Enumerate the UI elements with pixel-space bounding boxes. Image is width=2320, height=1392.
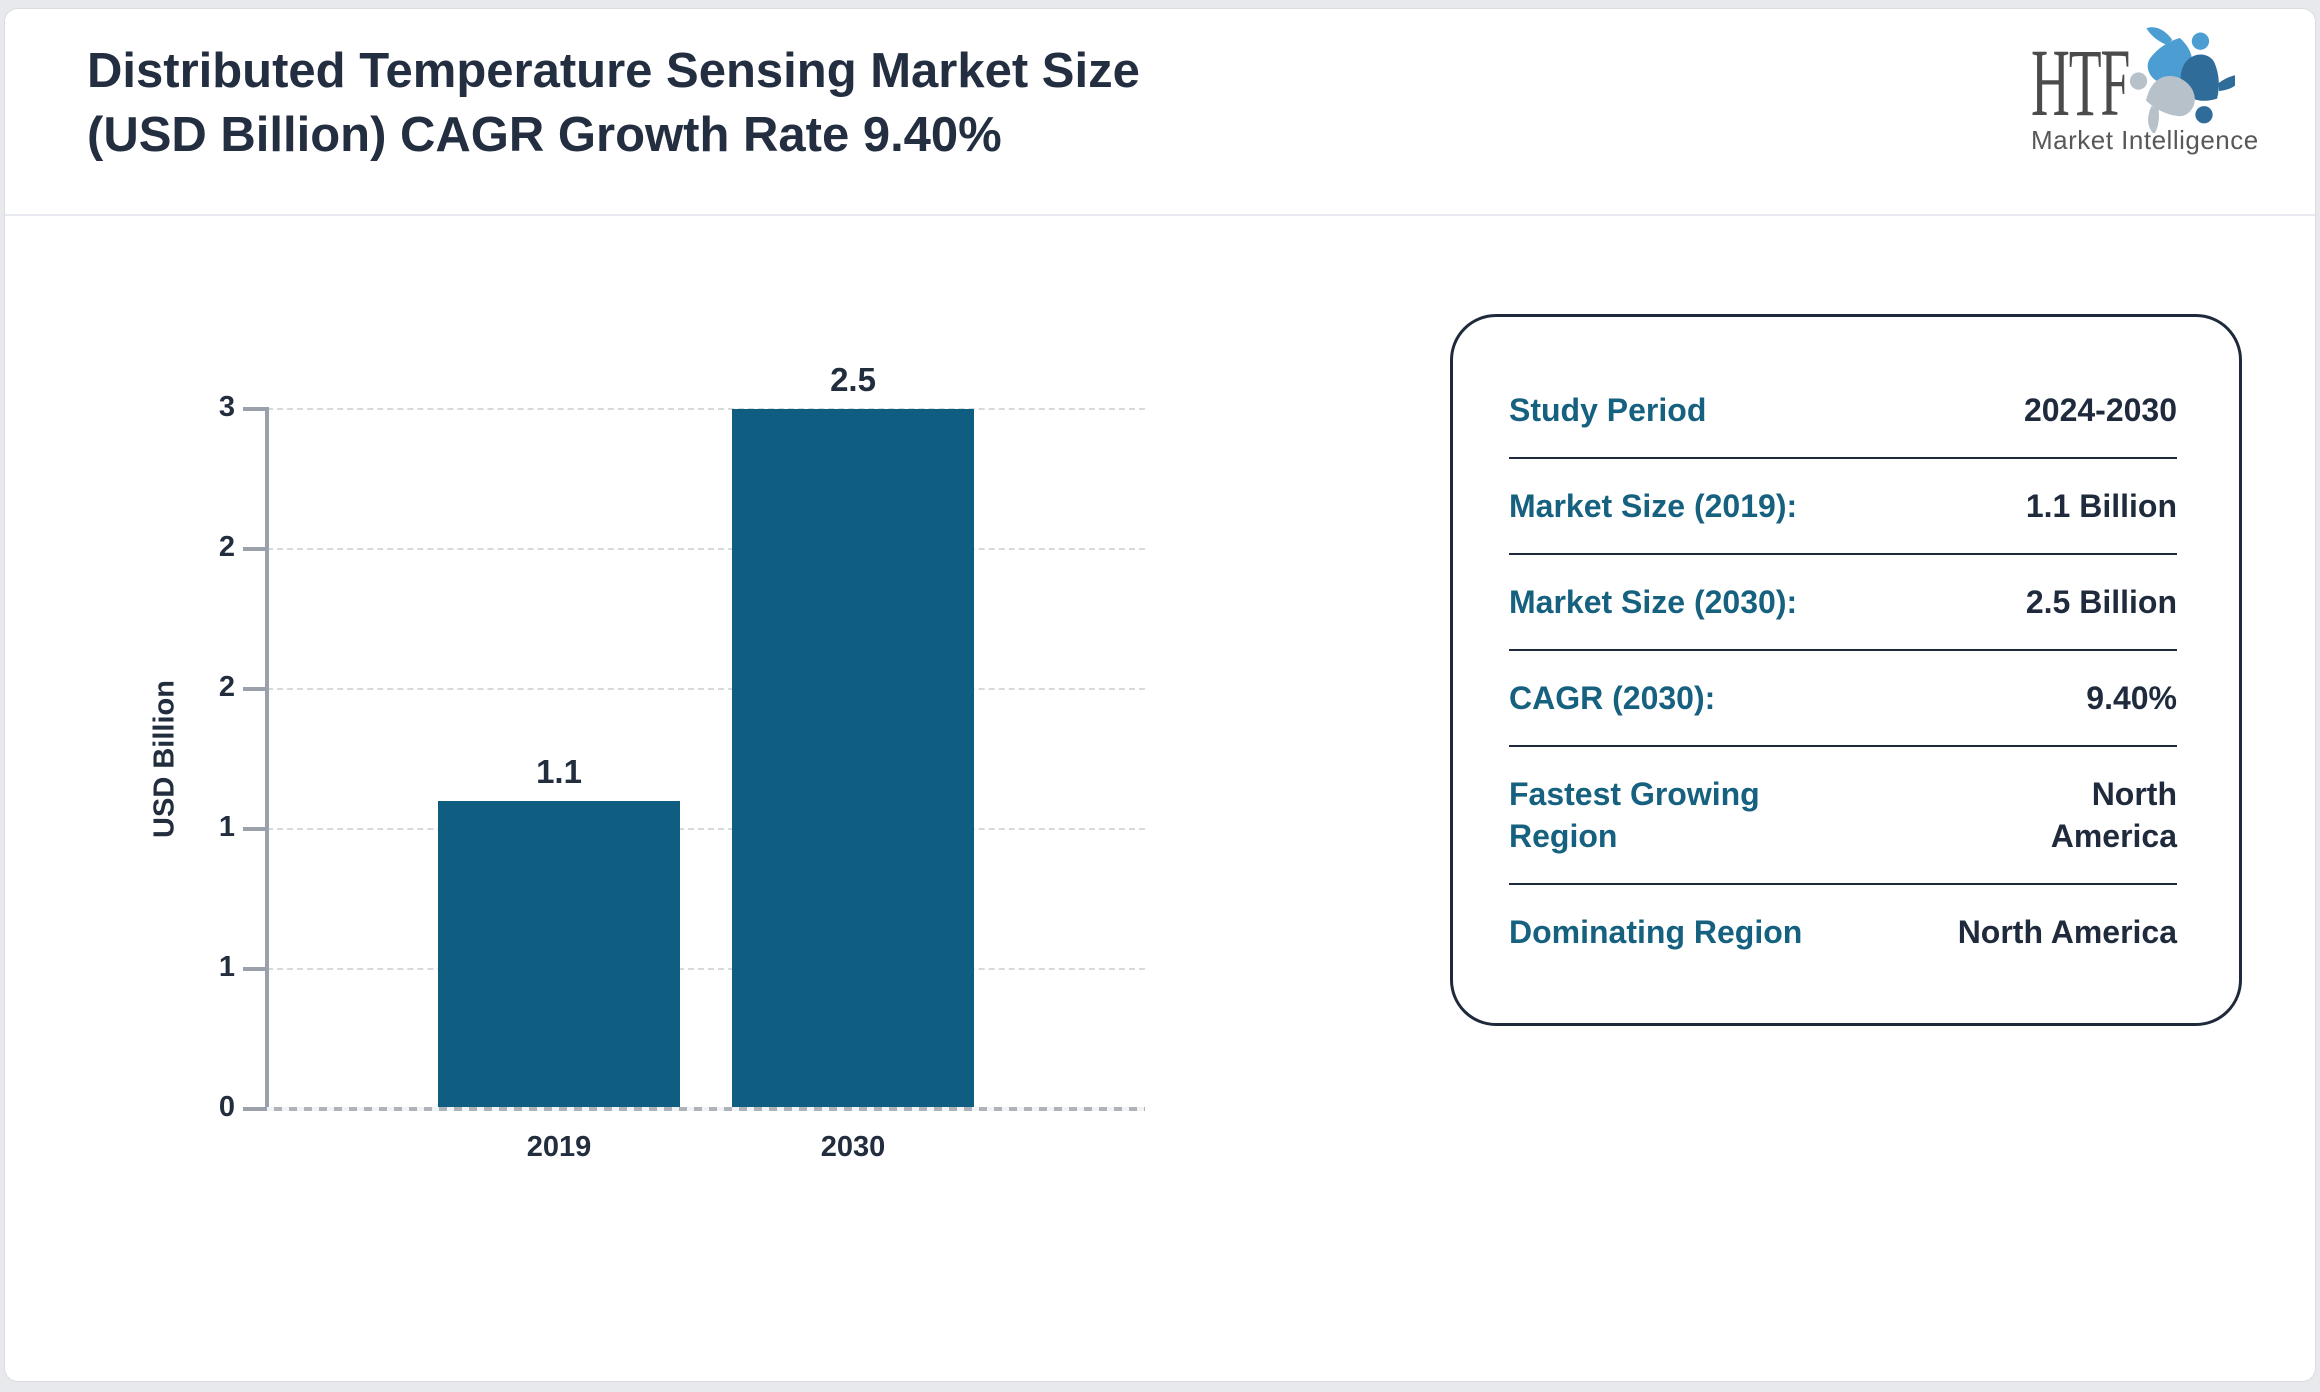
y-axis-line: [265, 407, 269, 1111]
x-tick-label: 2019: [526, 1131, 592, 1163]
info-label: Market Size (2019):: [1509, 488, 1798, 524]
infographic-card: Distributed Temperature Sensing Market S…: [4, 8, 2316, 1382]
header: Distributed Temperature Sensing Market S…: [5, 9, 2315, 216]
info-row-cagr: CAGR (2030): 9.40%: [1509, 651, 2177, 747]
y-axis-tick: [243, 547, 267, 551]
y-tick-label: 1: [218, 811, 235, 843]
y-tick-label: 2: [218, 671, 235, 703]
page-title: Distributed Temperature Sensing Market S…: [87, 39, 1140, 167]
info-value: 9.40%: [2086, 680, 2177, 716]
gridline: [267, 688, 1145, 690]
logo-top: HTF: [2031, 27, 2235, 136]
info-label: Dominating Region: [1509, 914, 1803, 950]
info-row-study-period: Study Period 2024-2030: [1509, 363, 2177, 459]
info-value: 2.5 Billion: [2025, 584, 2177, 620]
logo-text: HTF: [2031, 29, 2130, 136]
info-label: CAGR (2030):: [1509, 680, 1716, 716]
info-value: 1.1 Billion: [2025, 488, 2177, 524]
info-row-market-size-2019: Market Size (2019): 1.1 Billion: [1509, 459, 2177, 555]
y-axis-tick: [243, 407, 267, 411]
info-value: 2024-2030: [2023, 392, 2177, 428]
logo-subtext: Market Intelligence: [2031, 125, 2259, 155]
bar-value-label: 1.1: [536, 753, 582, 790]
bar-chart: USD Billion 0 1 1 2 2 3 1.1 2019 2.5 2030: [5, 9, 2315, 1381]
gridline: [267, 828, 1145, 830]
title-line-2: (USD Billion) CAGR Growth Rate 9.40%: [87, 108, 1002, 162]
y-tick-label: 0: [218, 1091, 235, 1123]
bar-2019: [438, 801, 680, 1109]
gridline: [267, 968, 1145, 970]
info-value: North America: [1957, 914, 2177, 950]
info-row-market-size-2030: Market Size (2030): 2.5 Billion: [1509, 555, 2177, 651]
x-tick-label: 2030: [820, 1131, 886, 1163]
y-tick-label: 3: [218, 391, 235, 423]
info-label: Fastest Growing Region: [1509, 776, 1760, 854]
info-row-dominating-region: Dominating Region North America: [1509, 885, 2177, 979]
info-row-fastest-growing-region: Fastest Growing Region North America: [1509, 747, 2177, 885]
gridline: [267, 548, 1145, 550]
y-axis-tick: [243, 687, 267, 691]
bar-value-label: 2.5: [830, 361, 876, 398]
y-axis-tick: [243, 967, 267, 971]
info-value: North America: [2050, 776, 2177, 854]
y-axis-tick: [243, 1107, 267, 1111]
y-tick-label: 2: [218, 531, 235, 563]
y-axis-tick: [243, 827, 267, 831]
info-label: Study Period: [1509, 392, 1707, 428]
info-panel: Study Period 2024-2030 Market Size (2019…: [1450, 314, 2242, 1026]
y-tick-label: 1: [218, 951, 235, 983]
bar-2030: [732, 409, 974, 1109]
gridline: [267, 408, 1145, 410]
x-axis-line: [267, 1107, 1145, 1111]
info-label: Market Size (2030):: [1509, 584, 1798, 620]
htf-logo: HTF Market Intelligence: [2031, 27, 2259, 156]
title-line-1: Distributed Temperature Sensing Market S…: [87, 44, 1140, 98]
